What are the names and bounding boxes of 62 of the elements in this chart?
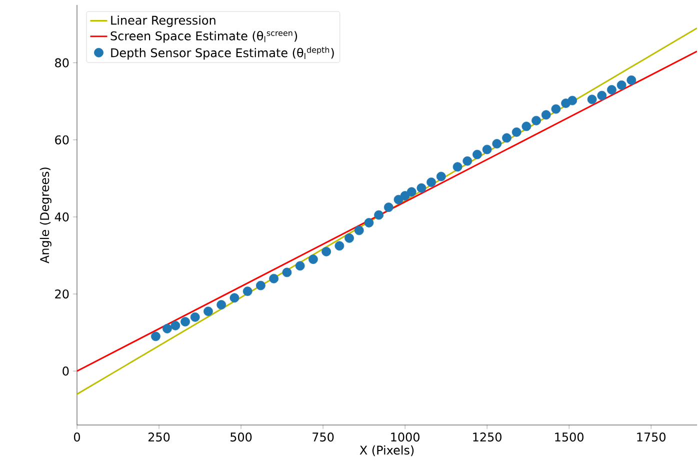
x-tick-label: 1750 <box>637 432 666 442</box>
y-axis-title: Angle (Degrees) <box>40 168 52 264</box>
y-tick-label: 60 <box>55 135 69 144</box>
point <box>607 85 616 94</box>
x-tick-label: 750 <box>312 432 334 442</box>
point <box>295 261 305 271</box>
point <box>322 246 332 256</box>
y-tick-label: 80 <box>55 58 69 68</box>
point <box>626 75 636 85</box>
point <box>269 274 279 284</box>
point <box>452 162 462 172</box>
point <box>436 172 446 182</box>
point <box>354 226 364 236</box>
point <box>406 187 416 197</box>
point <box>216 300 226 310</box>
legend-label: Depth Sensor Space Estimate (θ$_{l}$$^{depth}$) <box>111 46 334 60</box>
point <box>426 178 436 187</box>
point <box>204 306 213 316</box>
point <box>170 320 180 330</box>
point <box>334 241 344 251</box>
point <box>162 324 172 334</box>
x-tick-label: 0 <box>74 432 80 442</box>
point <box>532 116 541 126</box>
point <box>492 139 502 148</box>
point <box>190 312 200 322</box>
point <box>416 183 426 193</box>
legend-label: Screen Space Estimate (θ$_{l}$$^{screen}$) <box>110 31 298 43</box>
point <box>400 191 410 200</box>
point <box>344 233 354 243</box>
legend-label: Linear Regression <box>111 15 216 28</box>
x-tick-label: 1250 <box>473 432 502 442</box>
x-tick-label: 250 <box>148 432 170 442</box>
point <box>512 127 522 137</box>
point <box>522 122 532 132</box>
point <box>551 104 561 114</box>
point <box>308 254 318 264</box>
y-tick-label: 0 <box>62 366 69 376</box>
point <box>472 150 482 160</box>
x-tick-label: 1500 <box>555 432 584 442</box>
point <box>541 110 551 120</box>
point <box>180 317 190 326</box>
point <box>462 156 472 166</box>
point <box>568 96 578 106</box>
point <box>364 218 374 228</box>
x-axis-title: X (Pixels) <box>360 445 414 456</box>
x-tick-label: 1000 <box>391 432 420 442</box>
point <box>256 280 266 290</box>
point <box>597 90 607 100</box>
point <box>587 94 597 104</box>
point <box>151 332 160 342</box>
point <box>384 202 394 212</box>
point <box>502 133 512 143</box>
point <box>282 268 292 278</box>
point <box>242 286 252 296</box>
point <box>394 194 404 204</box>
point <box>482 144 492 154</box>
y-tick-label: 40 <box>54 212 69 222</box>
point <box>616 80 626 90</box>
y-tick-label: 20 <box>55 289 69 299</box>
x-tick-label: 500 <box>230 432 252 442</box>
point <box>374 210 384 220</box>
point <box>230 293 240 303</box>
